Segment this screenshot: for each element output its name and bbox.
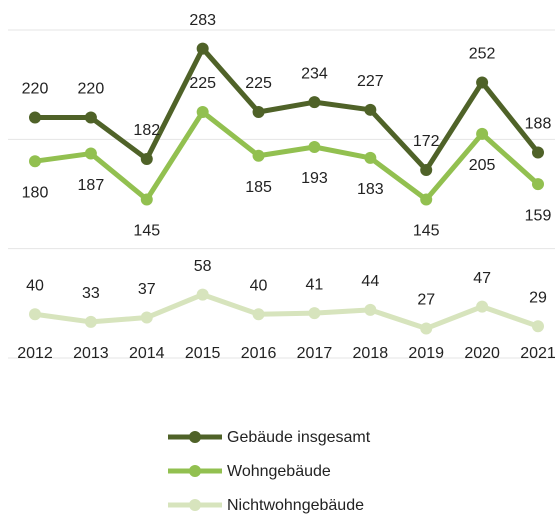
data-point (252, 106, 265, 118)
data-point (532, 146, 544, 159)
data-label: 205 (469, 157, 496, 174)
data-point (364, 151, 377, 164)
data-point (308, 307, 321, 320)
x-tick-label: 2019 (408, 345, 444, 362)
data-label: 58 (194, 258, 212, 275)
data-label: 188 (525, 116, 552, 133)
data-label: 193 (301, 170, 328, 187)
series-line (35, 46, 540, 173)
data-label: 29 (529, 290, 547, 307)
data-label: 47 (473, 270, 491, 287)
data-label: 41 (306, 276, 324, 293)
data-label: 252 (469, 46, 496, 63)
data-label: 234 (301, 65, 328, 82)
data-label: 145 (133, 223, 160, 240)
data-point (420, 193, 433, 206)
data-label: 40 (250, 277, 268, 294)
data-label: 225 (189, 75, 216, 92)
data-point (29, 155, 41, 168)
x-tick-label: 2012 (17, 345, 53, 362)
data-point (420, 322, 433, 335)
legend-marker (189, 431, 201, 443)
data-point (140, 193, 153, 206)
x-tick-label: 2014 (129, 345, 165, 362)
data-label: 187 (78, 177, 105, 194)
data-point (308, 96, 321, 109)
data-point (29, 111, 41, 124)
data-point (420, 163, 433, 176)
legend-label: Nichtwohngebäude (227, 497, 364, 514)
data-point (252, 308, 265, 321)
data-point (364, 303, 377, 316)
data-label: 220 (22, 81, 49, 98)
x-tick-label: 2016 (241, 345, 277, 362)
x-tick-label: 2021 (520, 345, 556, 362)
data-label: 225 (245, 75, 272, 92)
data-label: 180 (22, 184, 49, 201)
data-point (84, 111, 97, 124)
series-line (34, 292, 539, 331)
data-label: 40 (26, 277, 44, 294)
data-label: 33 (82, 285, 100, 302)
x-tick-label: 2018 (353, 345, 389, 362)
data-point (532, 320, 544, 333)
data-point (364, 103, 377, 116)
data-point (308, 140, 321, 153)
data-point (84, 147, 97, 160)
data-point (476, 76, 489, 89)
data-point (29, 308, 41, 321)
series-line (34, 109, 540, 202)
data-point (140, 311, 153, 324)
legend-marker (189, 465, 201, 477)
data-label: 183 (357, 181, 384, 198)
data-label: 182 (133, 122, 160, 139)
data-label: 145 (413, 223, 440, 240)
data-label: 27 (417, 292, 435, 309)
data-point (196, 42, 209, 55)
x-tick-label: 2020 (464, 345, 500, 362)
data-label: 220 (78, 81, 105, 98)
x-tick-label: 2017 (297, 345, 333, 362)
data-label: 227 (357, 73, 384, 90)
data-point (140, 153, 153, 166)
data-label: 44 (361, 273, 379, 290)
data-point (252, 149, 265, 162)
data-label: 172 (413, 133, 440, 150)
data-point (476, 127, 489, 140)
data-point (196, 106, 209, 118)
data-point (532, 178, 544, 191)
data-point (196, 288, 209, 301)
data-label: 283 (189, 12, 216, 29)
x-tick-label: 2015 (185, 345, 221, 362)
data-point (84, 315, 97, 328)
data-label: 37 (138, 281, 156, 298)
legend-label: Wohngebäude (227, 463, 331, 480)
legend-label: Gebäude insgesamt (227, 429, 371, 446)
x-tick-label: 2013 (73, 345, 109, 362)
data-point (476, 300, 489, 313)
legend-marker (189, 499, 201, 511)
data-label: 185 (245, 179, 272, 196)
data-label: 159 (525, 207, 552, 224)
